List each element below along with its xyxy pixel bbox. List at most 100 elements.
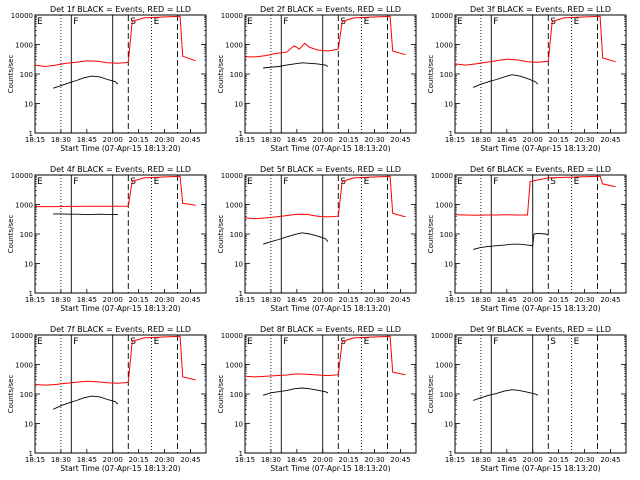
x-tick-label: 18:30 (471, 456, 491, 464)
panel-title: Det 8f BLACK = Events, RED = LLD (260, 325, 401, 334)
x-tick-label: 18:15 (235, 456, 255, 464)
marker-label: S (340, 17, 346, 27)
x-tick-label: 20:30 (574, 456, 594, 464)
y-axis-label: Counts/sec (427, 215, 435, 254)
x-tick-label: 18:30 (261, 296, 281, 304)
y-tick-label: 1 (449, 130, 453, 138)
lld-series-line (454, 175, 616, 216)
plot-frame (454, 14, 627, 134)
y-tick-label: 1000 (15, 362, 33, 370)
y-tick-label: 100 (440, 231, 453, 239)
x-tick-label: 20:15 (549, 296, 569, 304)
x-tick-label: 18:30 (51, 296, 71, 304)
x-tick-label: 20:45 (600, 456, 620, 464)
lld-series-line (454, 15, 616, 66)
x-tick-label: 18:45 (287, 296, 307, 304)
marker-label: F (493, 177, 498, 187)
x-tick-label: 20:15 (339, 296, 359, 304)
marker-label: E (154, 17, 160, 27)
y-tick-label: 1 (29, 290, 33, 298)
marker-label: S (340, 337, 346, 347)
marker-label: F (73, 337, 78, 347)
x-tick-label: 18:30 (261, 456, 281, 464)
events-series-line (472, 389, 539, 401)
x-axis-label: Start Time (07-Apr-15 18:13:20) (60, 464, 180, 473)
marker-label: E (37, 337, 43, 347)
y-tick-label: 1000 (435, 42, 453, 50)
x-tick-label: 20:15 (129, 296, 149, 304)
panel-title: Det 4f BLACK = Events, RED = LLD (50, 165, 191, 174)
x-tick-label: 20:30 (364, 296, 384, 304)
marker-label: S (130, 177, 136, 187)
lld-series-line (34, 335, 196, 386)
y-tick-label: 1 (449, 290, 453, 298)
x-tick-label: 18:45 (497, 136, 517, 144)
x-tick-label: 18:45 (77, 296, 97, 304)
y-tick-label: 1000 (435, 362, 453, 370)
marker-label: F (283, 337, 288, 347)
marker-label: E (574, 17, 580, 27)
x-axis-label: Start Time (07-Apr-15 18:13:20) (480, 304, 600, 313)
x-tick-label: 20:45 (390, 456, 410, 464)
marker-label: E (247, 17, 253, 27)
x-tick-label: 18:45 (497, 456, 517, 464)
x-tick-label: 20:00 (103, 456, 123, 464)
x-tick-label: 18:30 (51, 136, 71, 144)
y-tick-label: 1000 (225, 362, 243, 370)
x-tick-label: 20:15 (129, 136, 149, 144)
y-tick-label: 10 (24, 421, 33, 429)
x-tick-label: 20:45 (390, 296, 410, 304)
y-tick-label: 100 (440, 391, 453, 399)
marker-label: E (457, 17, 463, 27)
x-tick-label: 20:45 (390, 136, 410, 144)
x-axis-label: Start Time (07-Apr-15 18:13:20) (270, 464, 390, 473)
y-tick-label: 1 (449, 450, 453, 458)
x-tick-label: 18:45 (287, 136, 307, 144)
y-tick-label: 1 (239, 450, 243, 458)
marker-label: E (37, 17, 43, 27)
y-tick-label: 1000 (15, 202, 33, 210)
y-tick-label: 10000 (11, 172, 33, 180)
panel-title: Det 7f BLACK = Events, RED = LLD (50, 325, 191, 334)
y-tick-label: 10 (444, 101, 453, 109)
events-series-line (262, 387, 329, 396)
y-axis-label: Counts/sec (217, 375, 225, 414)
y-tick-label: 10 (24, 101, 33, 109)
y-tick-label: 10000 (221, 332, 243, 340)
plot-frame (244, 334, 417, 454)
detector-panel: Det 4f BLACK = Events, RED = LLD 1 10 100 10… (7, 165, 207, 313)
plot-frame (34, 14, 207, 134)
x-tick-label: 20:15 (339, 456, 359, 464)
y-tick-label: 1 (239, 290, 243, 298)
plot-frame (34, 174, 207, 294)
y-axis-label: Counts/sec (427, 375, 435, 414)
x-tick-label: 18:15 (25, 456, 45, 464)
x-tick-label: 18:15 (445, 136, 465, 144)
marker-label: E (364, 337, 370, 347)
x-tick-label: 20:30 (574, 296, 594, 304)
marker-label: E (574, 337, 580, 347)
x-tick-label: 20:30 (154, 296, 174, 304)
marker-label: E (154, 337, 160, 347)
x-tick-label: 20:30 (364, 136, 384, 144)
x-tick-label: 18:30 (51, 456, 71, 464)
x-tick-label: 20:00 (103, 296, 123, 304)
lld-series-line (35, 175, 196, 208)
marker-label: F (493, 17, 498, 27)
y-tick-label: 1 (239, 130, 243, 138)
x-tick-label: 20:00 (313, 136, 333, 144)
x-tick-label: 20:45 (180, 456, 200, 464)
lld-series-line (244, 335, 406, 378)
y-axis-label: Counts/sec (217, 55, 225, 94)
y-tick-label: 10000 (431, 332, 453, 340)
x-axis-label: Start Time (07-Apr-15 18:13:20) (480, 144, 600, 153)
panel-title: Det 9f BLACK = Events, RED = LLD (470, 325, 611, 334)
detector-panel: Det 7f BLACK = Events, RED = LLD 1 10 100 10… (7, 325, 207, 473)
x-tick-label: 20:45 (600, 296, 620, 304)
lld-series-line (34, 15, 196, 68)
y-tick-label: 10000 (221, 12, 243, 20)
detector-panel: Det 3f BLACK = Events, RED = LLD 1 10 100 10… (427, 5, 627, 153)
x-axis-label: Start Time (07-Apr-15 18:13:20) (480, 464, 600, 473)
y-tick-label: 10000 (431, 12, 453, 20)
